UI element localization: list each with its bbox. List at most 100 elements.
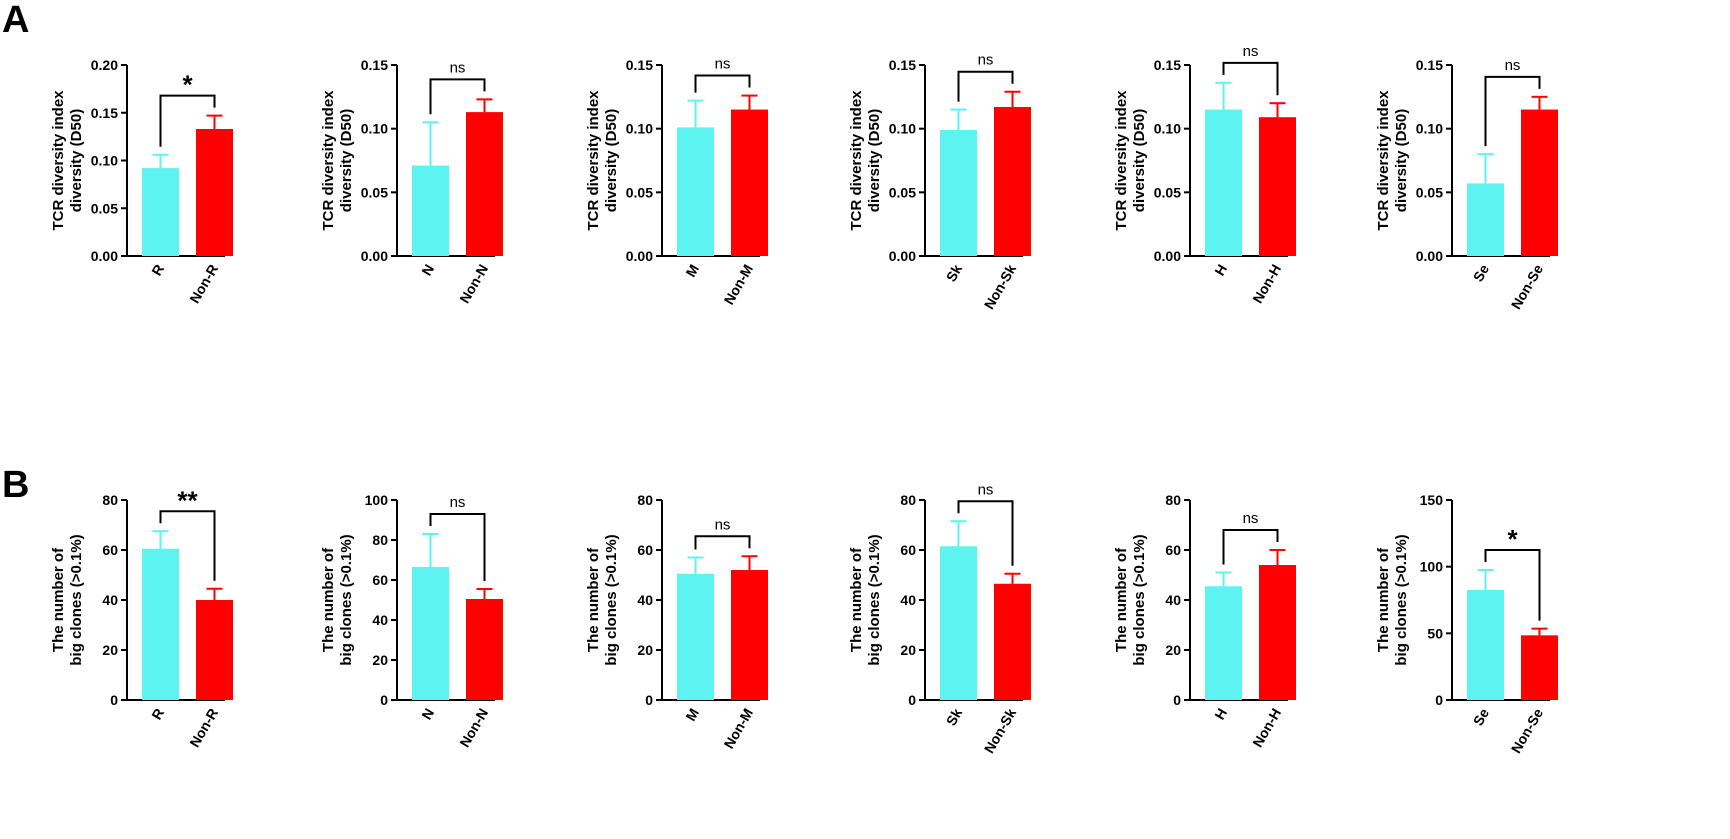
- category-label: Se: [1470, 705, 1493, 728]
- y-axis-title: The number ofbig clones (>0.1%): [1113, 534, 1148, 665]
- y-axis-title: TCR diversity indexdiversity (D50): [1113, 90, 1148, 231]
- y-axis-title: TCR diversity indexdiversity (D50): [50, 90, 85, 231]
- y-tick-label: 20: [637, 642, 653, 658]
- y-tick-label: 0.20: [91, 57, 118, 73]
- y-tick-label: 60: [900, 542, 916, 558]
- significance-label: *: [182, 70, 193, 100]
- y-tick-label: 60: [102, 542, 118, 558]
- bar-non-sk: [994, 583, 1031, 700]
- chart-a-5: 0.00 0.05 0.10 0.15 TCR diversity indexdiver…: [1113, 43, 1296, 306]
- y-axis-title-line: diversity (D50): [603, 109, 620, 212]
- y-axis-title-line: TCR diversity index: [585, 90, 602, 231]
- bar-non-r: [196, 128, 233, 256]
- category-label: R: [148, 262, 167, 279]
- category-label: N: [418, 706, 437, 723]
- y-tick-label: 0.00: [626, 248, 653, 264]
- y-axis-title-line: diversity (D50): [68, 109, 85, 212]
- category-label: Non-H: [1249, 262, 1284, 306]
- y-tick-label: 0.00: [361, 248, 388, 264]
- category-label: Non-Se: [1508, 261, 1546, 312]
- category-label: Non-Sk: [981, 705, 1019, 756]
- bar-m: [677, 127, 714, 256]
- y-axis-title-line: big clones (>0.1%): [1131, 534, 1148, 665]
- y-axis-title-line: TCR diversity index: [50, 90, 67, 231]
- y-tick-label: 50: [1427, 625, 1443, 641]
- y-axis-title-line: TCR diversity index: [320, 90, 337, 231]
- category-label: H: [1211, 262, 1230, 279]
- y-tick-label: 100: [1420, 559, 1444, 575]
- bar-m: [677, 573, 714, 700]
- significance-bracket: [1484, 549, 1541, 621]
- category-label: Non-Sk: [981, 261, 1019, 312]
- y-tick-label: 0.00: [889, 248, 916, 264]
- y-axis-title-line: TCR diversity index: [848, 90, 865, 231]
- significance-label: ns: [978, 481, 994, 498]
- y-tick-label: 0.10: [1416, 121, 1443, 137]
- y-tick-label: 0.05: [1416, 184, 1443, 200]
- bar-r: [142, 548, 179, 700]
- significance-bracket: [694, 74, 751, 93]
- y-tick-label: 0: [380, 692, 388, 708]
- chart-a-3: 0.00 0.05 0.10 0.15 TCR diversity indexdiver…: [585, 56, 768, 308]
- significance-label: ns: [1243, 43, 1259, 60]
- bar-non-n: [466, 112, 503, 256]
- category-label: Non-Se: [1508, 705, 1546, 756]
- y-tick-label: 40: [900, 592, 916, 608]
- bar-non-se: [1521, 109, 1558, 256]
- category-label: M: [682, 262, 702, 280]
- y-axis-title-line: diversity (D50): [338, 109, 355, 212]
- significance-bracket: [1484, 75, 1541, 147]
- y-tick-label: 0.15: [1154, 57, 1181, 73]
- significance-bracket: [1222, 529, 1279, 565]
- significance-label: ns: [1505, 57, 1521, 74]
- bar-h: [1205, 109, 1242, 256]
- category-label: Non-M: [720, 706, 756, 752]
- y-tick-label: 0: [110, 692, 118, 708]
- bar-non-se: [1521, 635, 1558, 700]
- chart-b-3: 0 20 40 60 80 The number ofbig clones (>0.1%)…: [585, 492, 768, 751]
- y-tick-label: 60: [372, 572, 388, 588]
- y-tick-label: 80: [900, 492, 916, 508]
- y-tick-label: 0.15: [91, 105, 118, 121]
- significance-label: ns: [715, 516, 731, 533]
- bar-r: [142, 168, 179, 256]
- significance-label: ns: [1243, 510, 1259, 527]
- y-axis-title-line: The number of: [1375, 547, 1392, 652]
- y-tick-label: 0.15: [1416, 57, 1443, 73]
- y-tick-label: 0.05: [91, 200, 118, 216]
- significance-bracket: [694, 535, 751, 550]
- y-tick-label: 20: [102, 642, 118, 658]
- significance-bracket: [429, 78, 486, 115]
- y-axis-title-line: TCR diversity index: [1113, 90, 1130, 231]
- y-tick-label: 0.10: [889, 121, 916, 137]
- significance-bracket: [159, 94, 216, 147]
- bar-non-sk: [994, 107, 1031, 257]
- y-tick-label: 0.00: [1154, 248, 1181, 264]
- significance-bracket: [1222, 61, 1279, 96]
- significance-label: ns: [978, 52, 994, 69]
- y-axis-title-line: big clones (>0.1%): [1393, 534, 1410, 665]
- y-tick-label: 0.10: [1154, 121, 1181, 137]
- y-tick-label: 0: [908, 692, 916, 708]
- category-label: Non-M: [720, 262, 756, 308]
- category-label: Non-N: [456, 706, 491, 750]
- y-tick-label: 150: [1420, 492, 1444, 508]
- y-tick-label: 20: [372, 652, 388, 668]
- y-axis-title-line: diversity (D50): [1393, 109, 1410, 212]
- y-tick-label: 0: [1435, 692, 1443, 708]
- chart-b-6: 0 50 100 150 The number ofbig clones (>0.1%)…: [1375, 492, 1558, 756]
- bar-h: [1205, 586, 1242, 700]
- category-label: Non-R: [186, 262, 221, 306]
- y-axis-title-line: TCR diversity index: [1375, 90, 1392, 231]
- significance-label: *: [1507, 524, 1518, 554]
- y-axis-title: The number ofbig clones (>0.1%): [1375, 534, 1410, 665]
- significance-bracket: [957, 70, 1014, 102]
- category-label: R: [148, 706, 167, 723]
- y-tick-label: 100: [365, 492, 389, 508]
- y-tick-label: 20: [900, 642, 916, 658]
- category-label: Sk: [943, 705, 966, 728]
- significance-label: ns: [450, 59, 466, 76]
- y-tick-label: 80: [637, 492, 653, 508]
- significance-label: ns: [715, 56, 731, 73]
